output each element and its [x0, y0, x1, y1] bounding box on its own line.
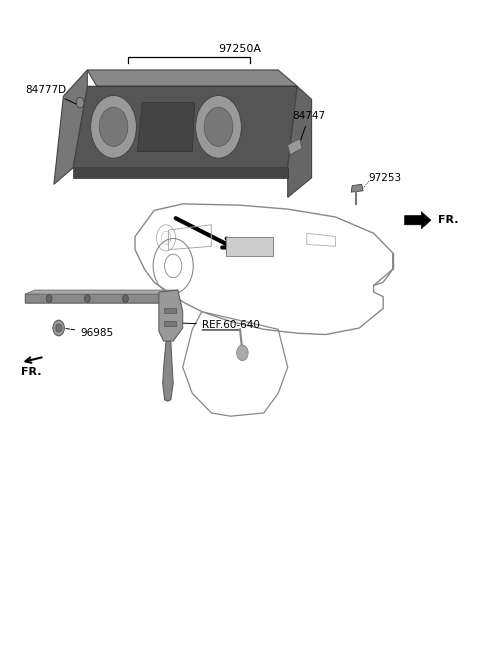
Circle shape — [122, 295, 128, 302]
Polygon shape — [226, 237, 274, 256]
Polygon shape — [25, 290, 178, 294]
Circle shape — [91, 96, 136, 158]
Text: FR.: FR. — [22, 367, 42, 377]
Polygon shape — [351, 184, 363, 192]
Text: 84777D: 84777D — [25, 85, 78, 105]
Text: 84747: 84747 — [292, 111, 325, 140]
Circle shape — [56, 324, 61, 332]
Polygon shape — [25, 294, 168, 303]
Polygon shape — [73, 168, 288, 178]
Circle shape — [84, 295, 90, 302]
Circle shape — [46, 295, 52, 302]
Polygon shape — [87, 70, 297, 87]
Circle shape — [99, 107, 128, 146]
Circle shape — [196, 96, 241, 158]
Polygon shape — [288, 138, 302, 155]
Text: 97253: 97253 — [369, 173, 402, 183]
Text: FR.: FR. — [438, 215, 458, 225]
Polygon shape — [73, 87, 297, 168]
Polygon shape — [163, 341, 173, 401]
Circle shape — [76, 97, 84, 108]
Polygon shape — [405, 212, 431, 229]
Polygon shape — [159, 290, 183, 341]
Polygon shape — [137, 102, 195, 152]
Circle shape — [204, 107, 233, 146]
Text: 96985: 96985 — [65, 328, 113, 338]
Bar — [164, 321, 176, 326]
Circle shape — [237, 345, 248, 361]
Text: REF.60-640: REF.60-640 — [176, 320, 260, 330]
Text: 97250A: 97250A — [218, 44, 262, 54]
Polygon shape — [54, 70, 87, 184]
Bar — [164, 308, 176, 313]
Polygon shape — [288, 87, 312, 197]
Circle shape — [53, 320, 64, 336]
